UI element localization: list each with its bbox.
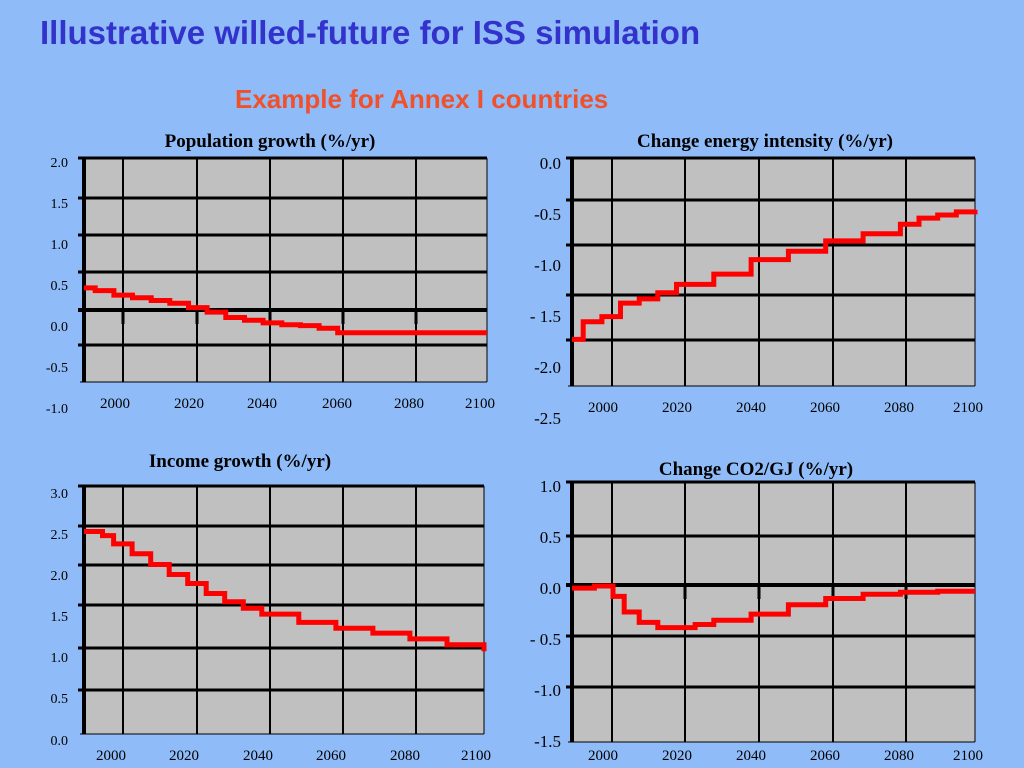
- x-tick-label: 2100: [953, 400, 983, 416]
- x-tick-label: 2000: [588, 748, 618, 764]
- plot-area: [572, 158, 975, 386]
- x-tick-label: 2020: [174, 396, 204, 412]
- slide-subtitle: Example for Annex I countries: [235, 84, 609, 114]
- x-tick-label: 2040: [243, 748, 273, 764]
- chart-title: Change CO2/GJ (%/yr): [659, 459, 853, 480]
- y-tick-label: 0.5: [540, 528, 561, 547]
- x-tick-label: 2080: [884, 748, 914, 764]
- y-tick-label: 3.0: [51, 487, 69, 502]
- chart-title: Population growth (%/yr): [165, 131, 376, 152]
- x-tick-label: 2080: [390, 748, 420, 764]
- chart-title: Income growth (%/yr): [149, 451, 331, 472]
- y-tick-label: 1.0: [540, 477, 561, 496]
- x-tick-label: 2020: [662, 400, 692, 416]
- y-tick-label: 1.0: [51, 238, 69, 253]
- series-line: [572, 209, 978, 342]
- x-tick-label: 2000: [100, 396, 130, 412]
- x-tick-label: 2000: [96, 748, 126, 764]
- y-tick-label: -1.5: [534, 732, 561, 751]
- x-tick-label: 2040: [736, 748, 766, 764]
- x-tick-label: 2000: [588, 400, 618, 416]
- chart-title: Change energy intensity (%/yr): [637, 131, 893, 152]
- series-line: [84, 285, 487, 336]
- y-tick-label: -1.0: [534, 681, 561, 700]
- x-tick-label: 2080: [394, 396, 424, 412]
- plot-area: [84, 158, 487, 382]
- x-tick-label: 2080: [884, 400, 914, 416]
- y-tick-label: -1.0: [534, 256, 561, 275]
- x-tick-label: 2060: [810, 748, 840, 764]
- x-tick-label: 2060: [810, 400, 840, 416]
- x-tick-label: 2020: [169, 748, 199, 764]
- x-tick-label: 2100: [953, 748, 983, 764]
- x-tick-label: 2060: [316, 748, 346, 764]
- y-tick-label: -0.5: [534, 205, 561, 224]
- y-tick-label: 2.0: [51, 156, 69, 171]
- x-tick-label: 2040: [247, 396, 277, 412]
- y-tick-label: - 0.5: [530, 630, 561, 649]
- y-tick-label: -2.5: [534, 409, 561, 428]
- chart-4: Change CO2/GJ (%/yr) 1.0 0.5 0.0 - 0.5 -1.0 -1…: [530, 459, 983, 764]
- x-tick-label: 2020: [662, 748, 692, 764]
- y-tick-label: 0.0: [51, 734, 69, 749]
- y-tick-label: 0.0: [540, 579, 561, 598]
- y-tick-label: 1.5: [51, 197, 69, 212]
- y-tick-label: 0.0: [540, 154, 561, 173]
- y-tick-label: 2.0: [51, 569, 69, 584]
- chart-1: Population growth (%/yr) 2.0 1.5 1.0 0.5 0.0 -…: [46, 131, 495, 417]
- chart-2: Change energy intensity (%/yr) 0.0 -0.5 -1.…: [530, 131, 983, 428]
- y-tick-label: -1.0: [46, 402, 68, 417]
- y-tick-label: 2.5: [51, 528, 69, 543]
- y-tick-label: - 1.5: [530, 307, 561, 326]
- plot-area: [84, 486, 484, 734]
- y-tick-label: 1.5: [51, 610, 69, 625]
- x-tick-label: 2060: [322, 396, 352, 412]
- y-tick-label: 0.5: [51, 279, 69, 294]
- chart-3: Income growth (%/yr) 3.0 2.5 2.0 1.5 1.0 0.5 0.…: [51, 451, 492, 764]
- y-tick-label: 0.0: [51, 320, 69, 335]
- y-tick-label: 0.5: [51, 692, 69, 707]
- y-tick-label: -2.0: [534, 358, 561, 377]
- y-tick-label: -0.5: [46, 361, 68, 376]
- slide-title: Illustrative willed-future for ISS simul…: [40, 14, 701, 51]
- series-line: [572, 583, 975, 631]
- y-tick-label: 1.0: [51, 651, 69, 666]
- x-tick-label: 2100: [465, 396, 495, 412]
- x-tick-label: 2100: [461, 748, 491, 764]
- x-tick-label: 2040: [736, 400, 766, 416]
- series-line: [84, 529, 487, 652]
